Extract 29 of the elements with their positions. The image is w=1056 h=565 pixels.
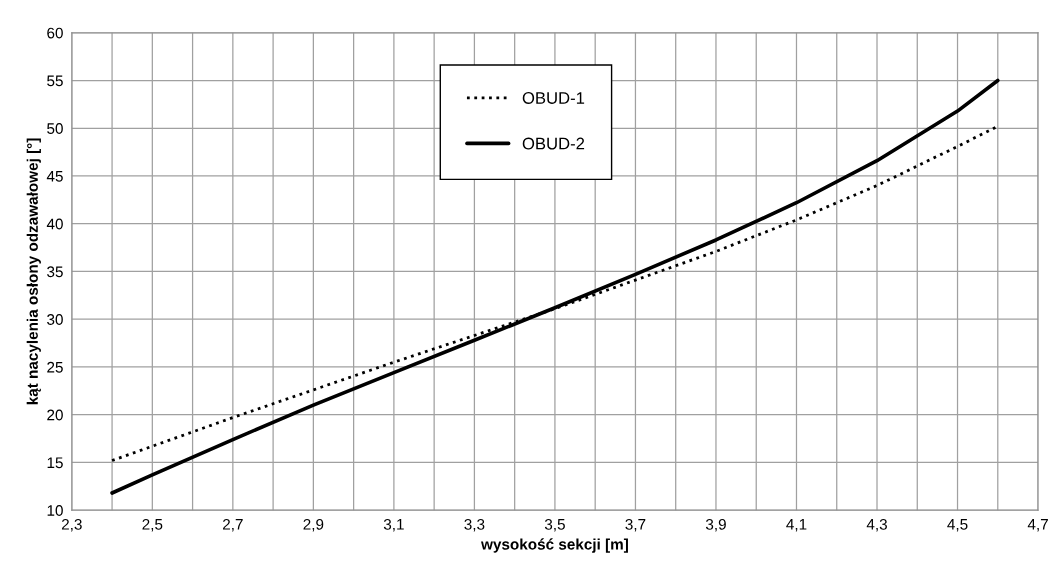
x-tick-label: 3,9 xyxy=(705,518,726,532)
x-tick-label: 4,7 xyxy=(1027,519,1048,532)
x-tick-label: 4,5 xyxy=(947,519,968,532)
y-tick-label: 20 xyxy=(47,409,63,421)
x-tick-label: 3,1 xyxy=(383,518,404,532)
legend-label: OBUD-2 xyxy=(522,137,585,150)
y-tick-label: 55 xyxy=(47,75,63,87)
y-tick-label: 30 xyxy=(47,314,63,325)
x-tick-label: 2,5 xyxy=(142,518,163,532)
y-tick-label: 15 xyxy=(47,457,63,469)
legend-label: OBUD-1 xyxy=(522,92,585,104)
y-tick-label: 35 xyxy=(47,266,63,278)
x-tick-label: 3,5 xyxy=(544,518,565,532)
x-tick-label: 2,7 xyxy=(223,518,243,532)
x-axis-title: wysokość sekcji [m] xyxy=(481,538,628,553)
y-tick-label: 25 xyxy=(47,361,63,373)
line-series xyxy=(110,78,1000,495)
y-tick-label: 60 xyxy=(47,27,63,39)
x-tick-label: 4,1 xyxy=(786,519,807,532)
x-tick-label: 3,3 xyxy=(464,518,485,532)
y-tick-label: 50 xyxy=(47,123,63,134)
x-tick-label: 2,3 xyxy=(61,518,82,532)
x-tick-label: 3,7 xyxy=(625,518,646,532)
y-tick-label: 40 xyxy=(46,218,63,230)
x-tick-label: 2,9 xyxy=(303,518,324,532)
y-tick-label: 45 xyxy=(46,171,63,182)
x-tick-label: 4,3 xyxy=(866,518,887,532)
y-tick-label: 10 xyxy=(47,505,63,516)
y-axis-title: kąt nacylenia osłony odzawałowej [°] xyxy=(26,138,41,405)
